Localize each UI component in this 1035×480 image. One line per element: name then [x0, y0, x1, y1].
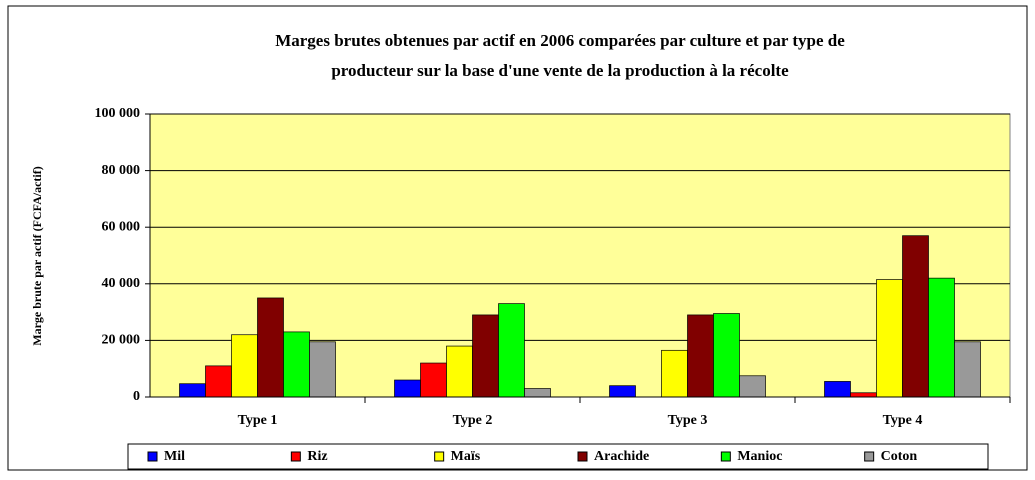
legend-label: Manioc — [737, 449, 782, 464]
legend-swatch — [434, 451, 445, 462]
bar — [283, 331, 310, 398]
bar — [687, 314, 714, 398]
bar — [179, 383, 206, 398]
legend-swatch — [720, 451, 731, 462]
legend-swatch — [147, 451, 158, 462]
y-axis-label: Marge brute par actif (FCFA/actif) — [30, 166, 44, 346]
bar — [309, 341, 336, 398]
legend-swatch — [864, 451, 875, 462]
bar — [609, 385, 636, 398]
chart-subtitle: producteur sur la base d'une vente de la… — [331, 61, 789, 80]
x-tick-label: Type 1 — [238, 413, 278, 428]
bar — [713, 313, 740, 398]
legend-swatch — [290, 451, 301, 462]
bar — [257, 297, 284, 398]
legend-label: Maïs — [451, 449, 481, 464]
legend-swatch — [577, 451, 588, 462]
bar — [954, 341, 981, 398]
bar — [394, 379, 421, 398]
x-tick-label: Type 2 — [453, 413, 493, 428]
y-tick-label: 60 000 — [102, 219, 141, 234]
bar — [824, 381, 851, 398]
bar — [231, 334, 258, 398]
bar — [902, 235, 929, 398]
legend-label: Arachide — [594, 449, 649, 464]
y-tick-label: 0 — [133, 389, 140, 404]
y-tick-label: 100 000 — [95, 106, 141, 121]
x-tick-label: Type 3 — [668, 413, 708, 428]
y-tick-label: 40 000 — [102, 276, 141, 291]
y-tick-label: 20 000 — [102, 333, 141, 348]
bar — [739, 375, 766, 398]
y-tick-label: 80 000 — [102, 163, 141, 178]
chart-title: Marges brutes obtenues par actif en 2006… — [275, 31, 845, 50]
bar — [661, 349, 688, 398]
bar — [446, 345, 473, 398]
legend-label: Coton — [881, 449, 918, 464]
x-tick-label: Type 4 — [883, 413, 923, 428]
bar — [850, 392, 877, 398]
bar — [420, 362, 447, 398]
legend-box — [127, 443, 989, 470]
legend-label: Riz — [307, 449, 327, 464]
legend-label: Mil — [164, 449, 185, 464]
bar — [876, 279, 903, 398]
bar — [524, 388, 551, 398]
bar — [205, 365, 232, 398]
bar — [498, 303, 525, 398]
bar — [928, 277, 955, 398]
bar — [472, 314, 499, 398]
